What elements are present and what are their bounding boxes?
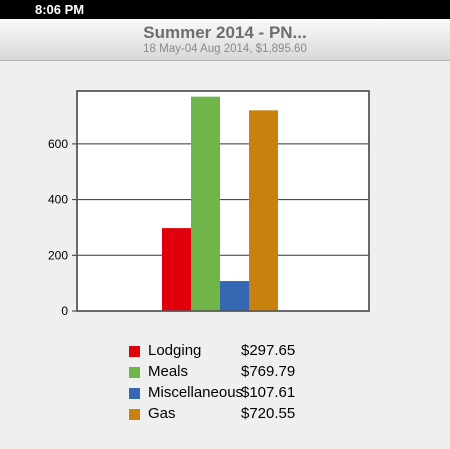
legend-label: Miscellaneous	[148, 384, 244, 401]
legend-swatch	[129, 367, 140, 378]
legend-value: $720.55	[241, 405, 296, 422]
bar-meals	[191, 96, 220, 311]
legend-swatch	[129, 409, 140, 420]
y-tick-label: 400	[48, 193, 68, 207]
legend-value: $107.61	[241, 384, 296, 401]
legend-label: Gas	[148, 405, 176, 422]
legend-label: Lodging	[148, 342, 202, 359]
legend-item-miscellaneous: Miscellaneous $107.61	[129, 384, 329, 404]
legend-item-meals: Meals $769.79	[129, 363, 329, 383]
bar-miscellaneous	[220, 281, 249, 311]
legend-value: $769.79	[241, 363, 296, 380]
legend-item-lodging: Lodging $297.65	[129, 342, 329, 362]
legend-label: Meals	[148, 363, 189, 380]
legend-swatch	[129, 388, 140, 399]
bar-lodging	[162, 228, 191, 311]
page-title: Summer 2014 - PN...	[143, 23, 307, 42]
page-subtitle: 18 May-04 Aug 2014, $1,895.60	[143, 43, 307, 55]
legend-value: $297.65	[241, 342, 296, 359]
expense-bar-chart: 0 200 400 600	[48, 90, 370, 318]
plot-frame	[76, 90, 370, 312]
plot-area	[76, 90, 370, 312]
status-time: 8:06 PM	[35, 2, 85, 17]
bar-gas	[249, 110, 278, 311]
y-tick-label: 600	[48, 137, 68, 151]
navigation-bar: Summer 2014 - PN... 18 May-04 Aug 2014, …	[0, 19, 450, 61]
legend-swatch	[129, 346, 140, 357]
status-bar: 8:06 PM	[0, 0, 450, 19]
legend-item-gas: Gas $720.55	[129, 405, 329, 425]
y-tick-label: 200	[48, 248, 68, 262]
y-tick-label: 0	[61, 304, 68, 318]
